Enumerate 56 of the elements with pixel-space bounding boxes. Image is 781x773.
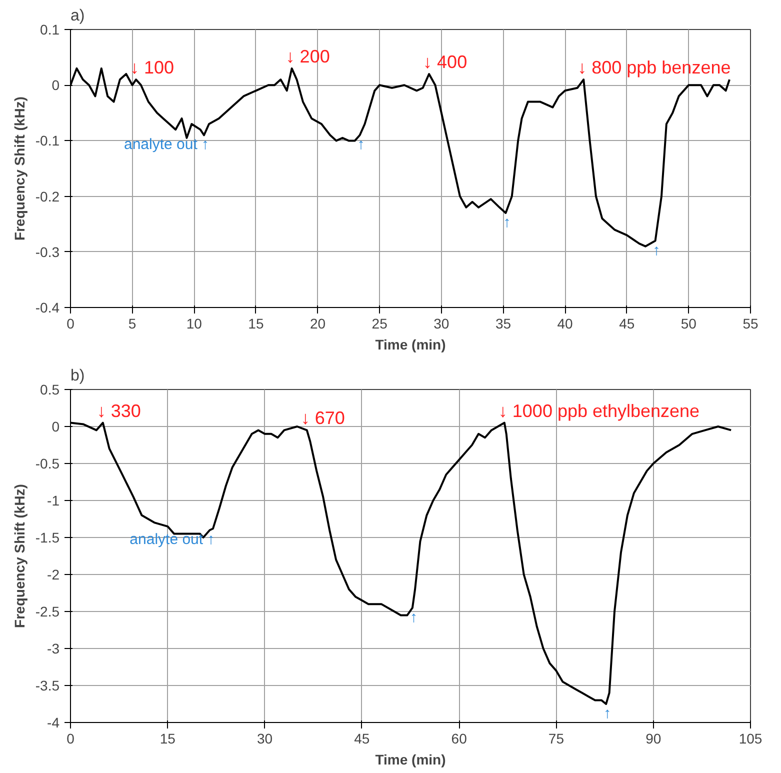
y-axis-title: Frequency Shift (kHz): [11, 484, 28, 628]
annotation: ↓ 330: [96, 400, 141, 421]
x-tick-label: 45: [619, 316, 635, 332]
y-tick-label: 0: [52, 77, 60, 94]
y-tick-label: -0.1: [35, 132, 60, 149]
annotation: ↑: [503, 214, 511, 231]
x-axis-title: Time (min): [375, 752, 446, 768]
x-tick-label: 30: [257, 730, 273, 746]
x-tick-label: 25: [372, 316, 388, 332]
x-tick-label: 15: [248, 316, 264, 332]
annotation: ↓ 200: [286, 46, 330, 66]
annotation: analyte out ↑: [130, 531, 215, 548]
y-axis-title: Frequency Shift (kHz): [11, 96, 28, 240]
y-tick-label: -0.2: [35, 188, 60, 204]
y-tick-label: 0.5: [40, 382, 60, 398]
y-tick-label: -0.4: [35, 300, 60, 316]
annotation: ↓ 1000 ppb ethylbenzene: [498, 400, 700, 421]
annotation: ↓ 400: [423, 52, 468, 72]
annotation: ↑: [652, 242, 660, 259]
annotation: ↓ 670: [300, 408, 345, 428]
x-tick-label: 0: [66, 730, 75, 746]
y-tick-label: -0.5: [35, 456, 60, 472]
x-tick-label: 75: [548, 730, 564, 746]
x-tick-label: 20: [310, 316, 326, 332]
y-tick-label: -3.5: [35, 678, 60, 694]
annotation: ↑: [410, 608, 418, 626]
y-tick-label: 0.1: [40, 22, 60, 38]
x-tick-label: 15: [160, 730, 176, 746]
y-tick-label: -1: [47, 492, 60, 508]
annotation: ↑: [357, 136, 365, 154]
annotation: ↓ 800 ppb benzene: [578, 58, 731, 78]
y-tick-label: -2.5: [35, 604, 60, 620]
x-tick-label: 5: [128, 316, 136, 332]
y-tick-label: -0.3: [35, 244, 60, 260]
y-tick-label: -3: [47, 640, 60, 656]
x-tick-label: 30: [434, 316, 450, 332]
x-tick-label: 40: [557, 316, 574, 332]
x-tick-label: 90: [646, 730, 662, 746]
x-tick-label: 60: [451, 730, 468, 746]
annotation: ↓ 100: [130, 58, 174, 78]
y-tick-label: -2: [47, 566, 60, 582]
x-tick-label: 55: [742, 316, 758, 332]
y-tick-label: -1.5: [35, 530, 60, 546]
x-tick-label: 0: [66, 316, 75, 332]
x-tick-label: 10: [186, 316, 202, 332]
x-tick-label: 105: [738, 730, 762, 746]
x-tick-label: 35: [495, 316, 512, 332]
x-tick-label: 45: [354, 730, 370, 746]
annotation: ↑: [604, 705, 612, 722]
y-tick-label: 0: [52, 418, 60, 434]
chart-title: a): [70, 8, 85, 24]
x-tick-label: 50: [680, 316, 697, 332]
chart-title: b): [70, 368, 85, 384]
y-tick-label: -4: [47, 714, 60, 730]
annotation: analyte out ↑: [124, 136, 210, 154]
x-axis-title: Time (min): [375, 336, 446, 352]
